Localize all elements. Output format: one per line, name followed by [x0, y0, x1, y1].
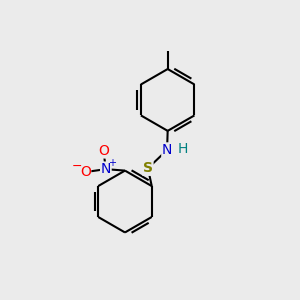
Text: O: O — [98, 144, 109, 158]
Text: S: S — [143, 161, 153, 175]
Text: −: − — [72, 160, 82, 173]
Text: H: H — [177, 142, 188, 156]
Text: +: + — [108, 158, 116, 168]
Text: N: N — [162, 143, 172, 157]
Text: N: N — [100, 162, 111, 176]
Text: O: O — [80, 165, 91, 179]
